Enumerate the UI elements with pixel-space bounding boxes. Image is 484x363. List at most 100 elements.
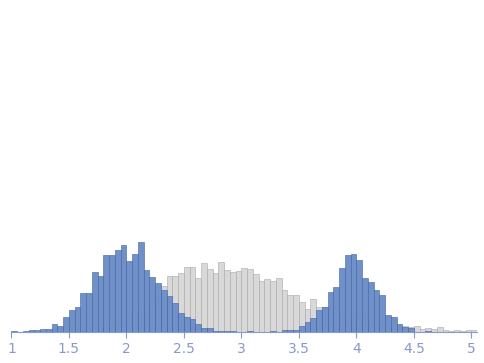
- Bar: [86, 331, 92, 332]
- Bar: [184, 267, 190, 332]
- Bar: [414, 326, 420, 332]
- Bar: [40, 329, 46, 332]
- Bar: [448, 331, 454, 332]
- Bar: [121, 318, 126, 332]
- Bar: [86, 293, 92, 332]
- Bar: [408, 327, 414, 332]
- Bar: [178, 313, 184, 332]
- Bar: [75, 307, 80, 332]
- Bar: [236, 271, 242, 332]
- Bar: [190, 319, 196, 332]
- Bar: [385, 326, 391, 332]
- Bar: [368, 282, 374, 332]
- Bar: [454, 330, 460, 332]
- Bar: [166, 296, 172, 332]
- Bar: [333, 314, 339, 332]
- Bar: [356, 316, 362, 332]
- Bar: [402, 327, 408, 332]
- Bar: [304, 322, 310, 332]
- Bar: [379, 295, 385, 332]
- Bar: [58, 326, 63, 332]
- Bar: [109, 255, 115, 332]
- Bar: [316, 310, 322, 332]
- Bar: [212, 273, 218, 332]
- Bar: [345, 317, 350, 332]
- Bar: [12, 331, 17, 332]
- Bar: [98, 330, 104, 332]
- Bar: [132, 309, 138, 332]
- Bar: [201, 327, 207, 332]
- Bar: [29, 330, 34, 332]
- Bar: [190, 267, 196, 332]
- Bar: [356, 260, 362, 332]
- Bar: [362, 278, 368, 332]
- Bar: [293, 330, 299, 332]
- Bar: [144, 307, 150, 332]
- Bar: [144, 270, 150, 332]
- Bar: [121, 245, 126, 332]
- Bar: [431, 329, 437, 332]
- Bar: [126, 261, 132, 332]
- Bar: [224, 331, 230, 332]
- Bar: [109, 325, 115, 332]
- Bar: [224, 270, 230, 332]
- Bar: [339, 310, 345, 332]
- Bar: [350, 254, 356, 332]
- Bar: [104, 326, 109, 332]
- Bar: [339, 268, 345, 332]
- Bar: [69, 310, 75, 332]
- Bar: [264, 280, 270, 332]
- Bar: [293, 295, 299, 332]
- Bar: [310, 318, 316, 332]
- Bar: [80, 293, 86, 332]
- Bar: [207, 328, 212, 332]
- Bar: [212, 331, 218, 332]
- Bar: [46, 329, 52, 332]
- Bar: [374, 290, 379, 332]
- Bar: [396, 326, 402, 332]
- Bar: [247, 331, 253, 332]
- Bar: [442, 330, 448, 332]
- Bar: [138, 315, 144, 332]
- Bar: [322, 307, 328, 332]
- Bar: [270, 281, 276, 332]
- Bar: [299, 326, 304, 332]
- Bar: [258, 281, 264, 332]
- Bar: [230, 331, 236, 332]
- Bar: [230, 272, 236, 332]
- Bar: [34, 330, 40, 332]
- Bar: [126, 317, 132, 332]
- Bar: [391, 317, 396, 332]
- Bar: [172, 276, 178, 332]
- Bar: [92, 272, 98, 332]
- Bar: [247, 269, 253, 332]
- Bar: [345, 254, 350, 332]
- Bar: [196, 323, 201, 332]
- Bar: [362, 319, 368, 332]
- Bar: [132, 254, 138, 332]
- Bar: [166, 276, 172, 332]
- Bar: [396, 324, 402, 332]
- Bar: [379, 322, 385, 332]
- Bar: [115, 327, 121, 332]
- Bar: [155, 298, 161, 332]
- Bar: [316, 307, 322, 332]
- Bar: [92, 330, 98, 332]
- Bar: [201, 263, 207, 332]
- Bar: [80, 331, 86, 332]
- Bar: [304, 309, 310, 332]
- Bar: [437, 327, 442, 332]
- Bar: [138, 241, 144, 332]
- Bar: [161, 290, 166, 332]
- Bar: [374, 324, 379, 332]
- Bar: [178, 273, 184, 332]
- Bar: [350, 320, 356, 332]
- Bar: [98, 276, 104, 332]
- Bar: [184, 317, 190, 332]
- Bar: [391, 328, 396, 332]
- Bar: [115, 250, 121, 332]
- Bar: [287, 330, 293, 332]
- Bar: [23, 331, 29, 332]
- Bar: [368, 322, 374, 332]
- Bar: [150, 277, 155, 332]
